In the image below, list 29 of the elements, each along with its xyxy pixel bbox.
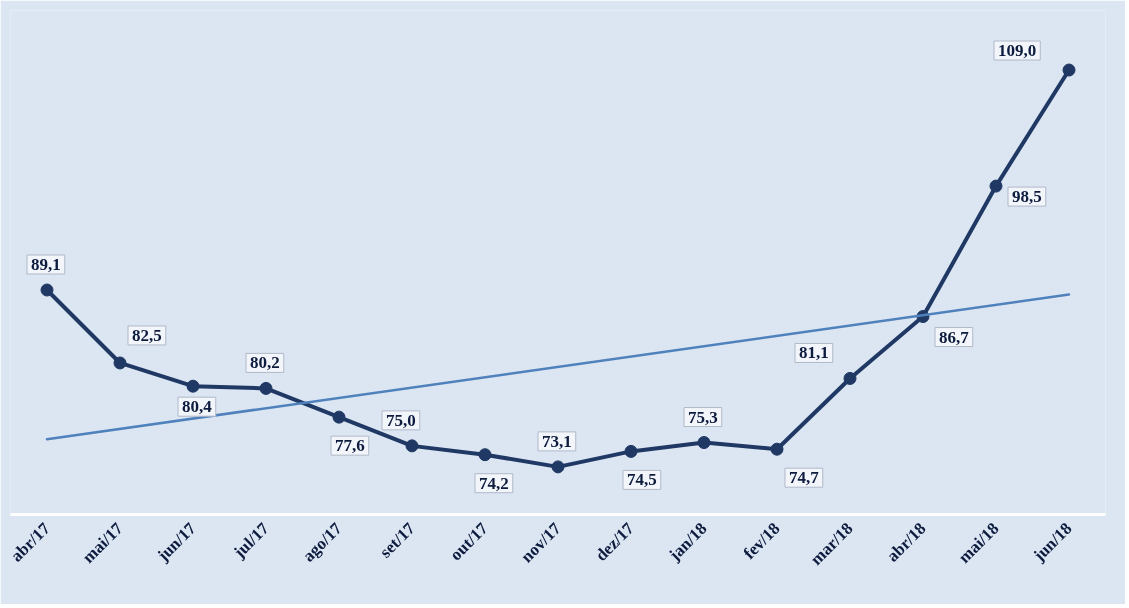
point [259, 381, 273, 395]
point [697, 436, 711, 450]
data-label: 109,0 [998, 41, 1037, 61]
point [186, 379, 200, 393]
data-label: 74,2 [479, 473, 509, 493]
data-label: 75,0 [386, 410, 416, 430]
point [624, 444, 638, 458]
data-label: 89,1 [31, 255, 61, 275]
data-label: 77,6 [335, 436, 365, 456]
point [770, 442, 784, 456]
point [332, 410, 346, 424]
data-label: 81,1 [799, 343, 829, 363]
point [478, 448, 492, 462]
point [989, 179, 1003, 193]
point [40, 283, 54, 297]
point [1062, 63, 1076, 77]
point [113, 356, 127, 370]
data-label: 74,7 [789, 468, 820, 488]
data-label: 75,3 [688, 407, 718, 427]
data-label: 74,5 [627, 470, 657, 490]
data-label: 82,5 [132, 325, 162, 345]
data-label: 73,1 [542, 431, 572, 451]
data-label: 86,7 [939, 327, 970, 347]
data-label: 80,4 [182, 397, 213, 417]
point [405, 439, 419, 453]
data-label: 98,5 [1012, 187, 1042, 207]
point [843, 371, 857, 385]
point [551, 460, 565, 474]
data-label: 80,2 [250, 353, 280, 373]
